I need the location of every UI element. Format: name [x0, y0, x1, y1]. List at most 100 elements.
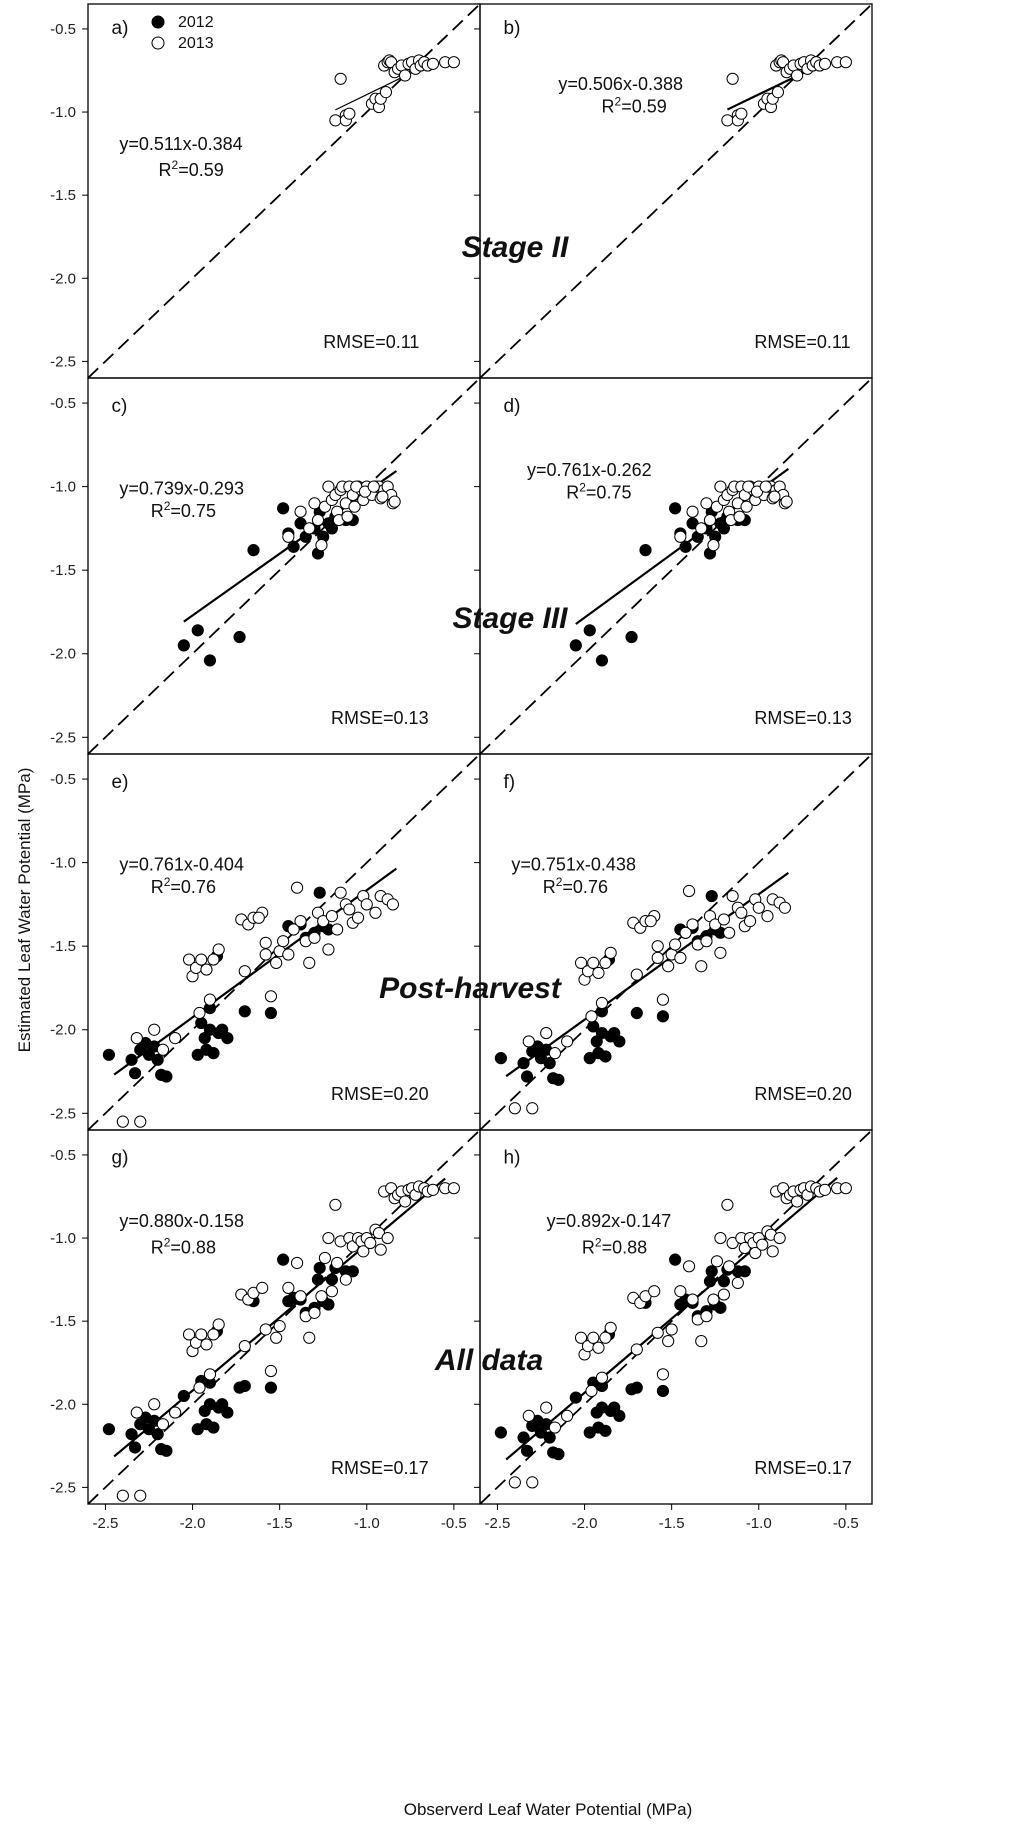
data-point — [287, 540, 300, 553]
data-point — [212, 943, 225, 956]
series-2013 — [116, 1180, 460, 1502]
data-point — [735, 906, 748, 919]
legend-marker-2013 — [151, 36, 165, 50]
data-point — [270, 956, 283, 969]
data-point — [379, 85, 393, 99]
data-point — [282, 948, 295, 961]
data-point — [585, 1010, 598, 1023]
data-point — [233, 630, 246, 644]
data-point — [193, 1006, 206, 1020]
data-point — [595, 1371, 609, 1384]
data-point — [686, 918, 699, 931]
data-point — [325, 522, 339, 535]
data-point — [264, 1006, 278, 1020]
data-point — [303, 1331, 316, 1344]
y-tick-label: -1.5 — [50, 938, 76, 955]
plot-area — [480, 378, 872, 754]
data-point — [277, 1253, 290, 1266]
data-point — [651, 1326, 664, 1339]
data-point — [151, 1428, 164, 1441]
data-point — [705, 889, 718, 903]
data-point — [331, 923, 344, 936]
r-squared-superscript: 2 — [556, 875, 563, 889]
data-point — [714, 1301, 727, 1314]
plot-area — [88, 4, 480, 378]
y-tick-label: -2.5 — [50, 1105, 76, 1122]
data-point — [630, 1006, 643, 1020]
data-point — [334, 886, 347, 899]
data-point — [522, 1035, 535, 1048]
data-point — [374, 1243, 387, 1256]
panel-c: -0.5 -1.0 -1.5 -2.0 -2.5 c) y=0.739x-0.293R2=0… — [50, 377, 481, 755]
x-tick-label: -0.5 — [441, 1515, 467, 1532]
data-point — [207, 1421, 220, 1434]
data-point — [548, 1421, 562, 1434]
data-point — [329, 114, 342, 127]
data-point — [595, 654, 609, 667]
data-point — [238, 965, 251, 978]
data-point — [522, 1409, 535, 1423]
data-point — [625, 630, 638, 644]
data-point — [714, 946, 727, 959]
data-point — [599, 1424, 612, 1437]
data-point — [331, 1256, 344, 1270]
data-point — [703, 513, 717, 527]
data-point — [674, 951, 687, 964]
data-point — [207, 1328, 220, 1341]
r-squared-symbol: R — [151, 877, 164, 897]
data-point — [790, 1195, 804, 1208]
series-2012 — [102, 1253, 359, 1457]
series-2013 — [116, 881, 399, 1128]
r-squared-value: =0.59 — [621, 96, 667, 116]
data-point — [367, 480, 380, 493]
data-point — [322, 1231, 335, 1245]
r-squared: R2=0.59 — [602, 94, 667, 116]
data-point — [644, 915, 657, 928]
data-point — [221, 1406, 234, 1419]
data-point — [773, 1231, 786, 1245]
r-squared-superscript: 2 — [172, 158, 179, 172]
data-point — [156, 1418, 170, 1431]
x-tick-label: -2.0 — [180, 1515, 206, 1532]
data-point — [717, 522, 731, 535]
y-axis-title: Estimated Leaf Water Potential (MPa) — [15, 768, 34, 1053]
data-point — [726, 889, 739, 903]
data-point — [388, 495, 401, 508]
data-point — [398, 69, 412, 82]
data-point — [695, 1335, 708, 1348]
rmse-label: RMSE=0.11 — [754, 332, 850, 352]
data-point — [735, 107, 748, 120]
data-point — [700, 497, 713, 510]
data-point — [526, 1476, 539, 1489]
r-squared-symbol: R — [151, 1237, 164, 1257]
data-point — [313, 1261, 326, 1275]
data-point — [193, 1381, 206, 1394]
data-point — [264, 1364, 278, 1378]
r-squared-symbol: R — [566, 482, 579, 502]
data-point — [695, 960, 708, 973]
data-point — [381, 1231, 394, 1245]
data-point — [682, 1260, 696, 1273]
panel-label: b) — [504, 18, 521, 39]
r-squared-superscript: 2 — [579, 480, 586, 494]
data-point — [752, 901, 765, 914]
data-point — [238, 1339, 251, 1353]
data-point — [398, 1195, 412, 1208]
regression-equation: y=0.511x-0.384 — [119, 134, 242, 154]
data-point — [651, 951, 664, 964]
y-tick-label: -2.5 — [50, 353, 76, 370]
legend-marker-2012 — [151, 15, 165, 29]
data-point — [710, 1255, 724, 1268]
r-squared-value: =0.59 — [178, 160, 224, 180]
data-point — [587, 1331, 600, 1344]
one-to-one-line — [480, 378, 872, 754]
data-point — [270, 1331, 283, 1344]
r-squared-value: =0.88 — [602, 1237, 648, 1257]
r-squared: R2=0.76 — [151, 875, 216, 897]
stage-label: Post-harvest — [379, 972, 563, 1005]
data-point — [669, 1253, 682, 1266]
data-point — [540, 1401, 553, 1414]
data-point — [325, 1285, 339, 1298]
data-point — [334, 72, 347, 85]
x-tick-label: -1.0 — [746, 1515, 772, 1532]
